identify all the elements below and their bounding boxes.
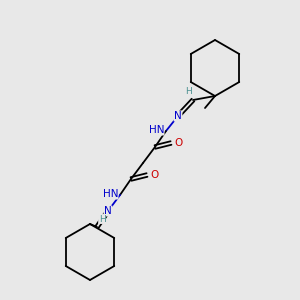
Text: N: N <box>174 111 182 121</box>
Text: O: O <box>150 170 158 180</box>
Text: HN: HN <box>148 125 164 135</box>
Text: HN: HN <box>103 189 118 199</box>
Text: O: O <box>174 138 182 148</box>
Text: H: H <box>99 214 105 224</box>
Text: H: H <box>186 86 192 95</box>
Text: N: N <box>104 206 112 216</box>
